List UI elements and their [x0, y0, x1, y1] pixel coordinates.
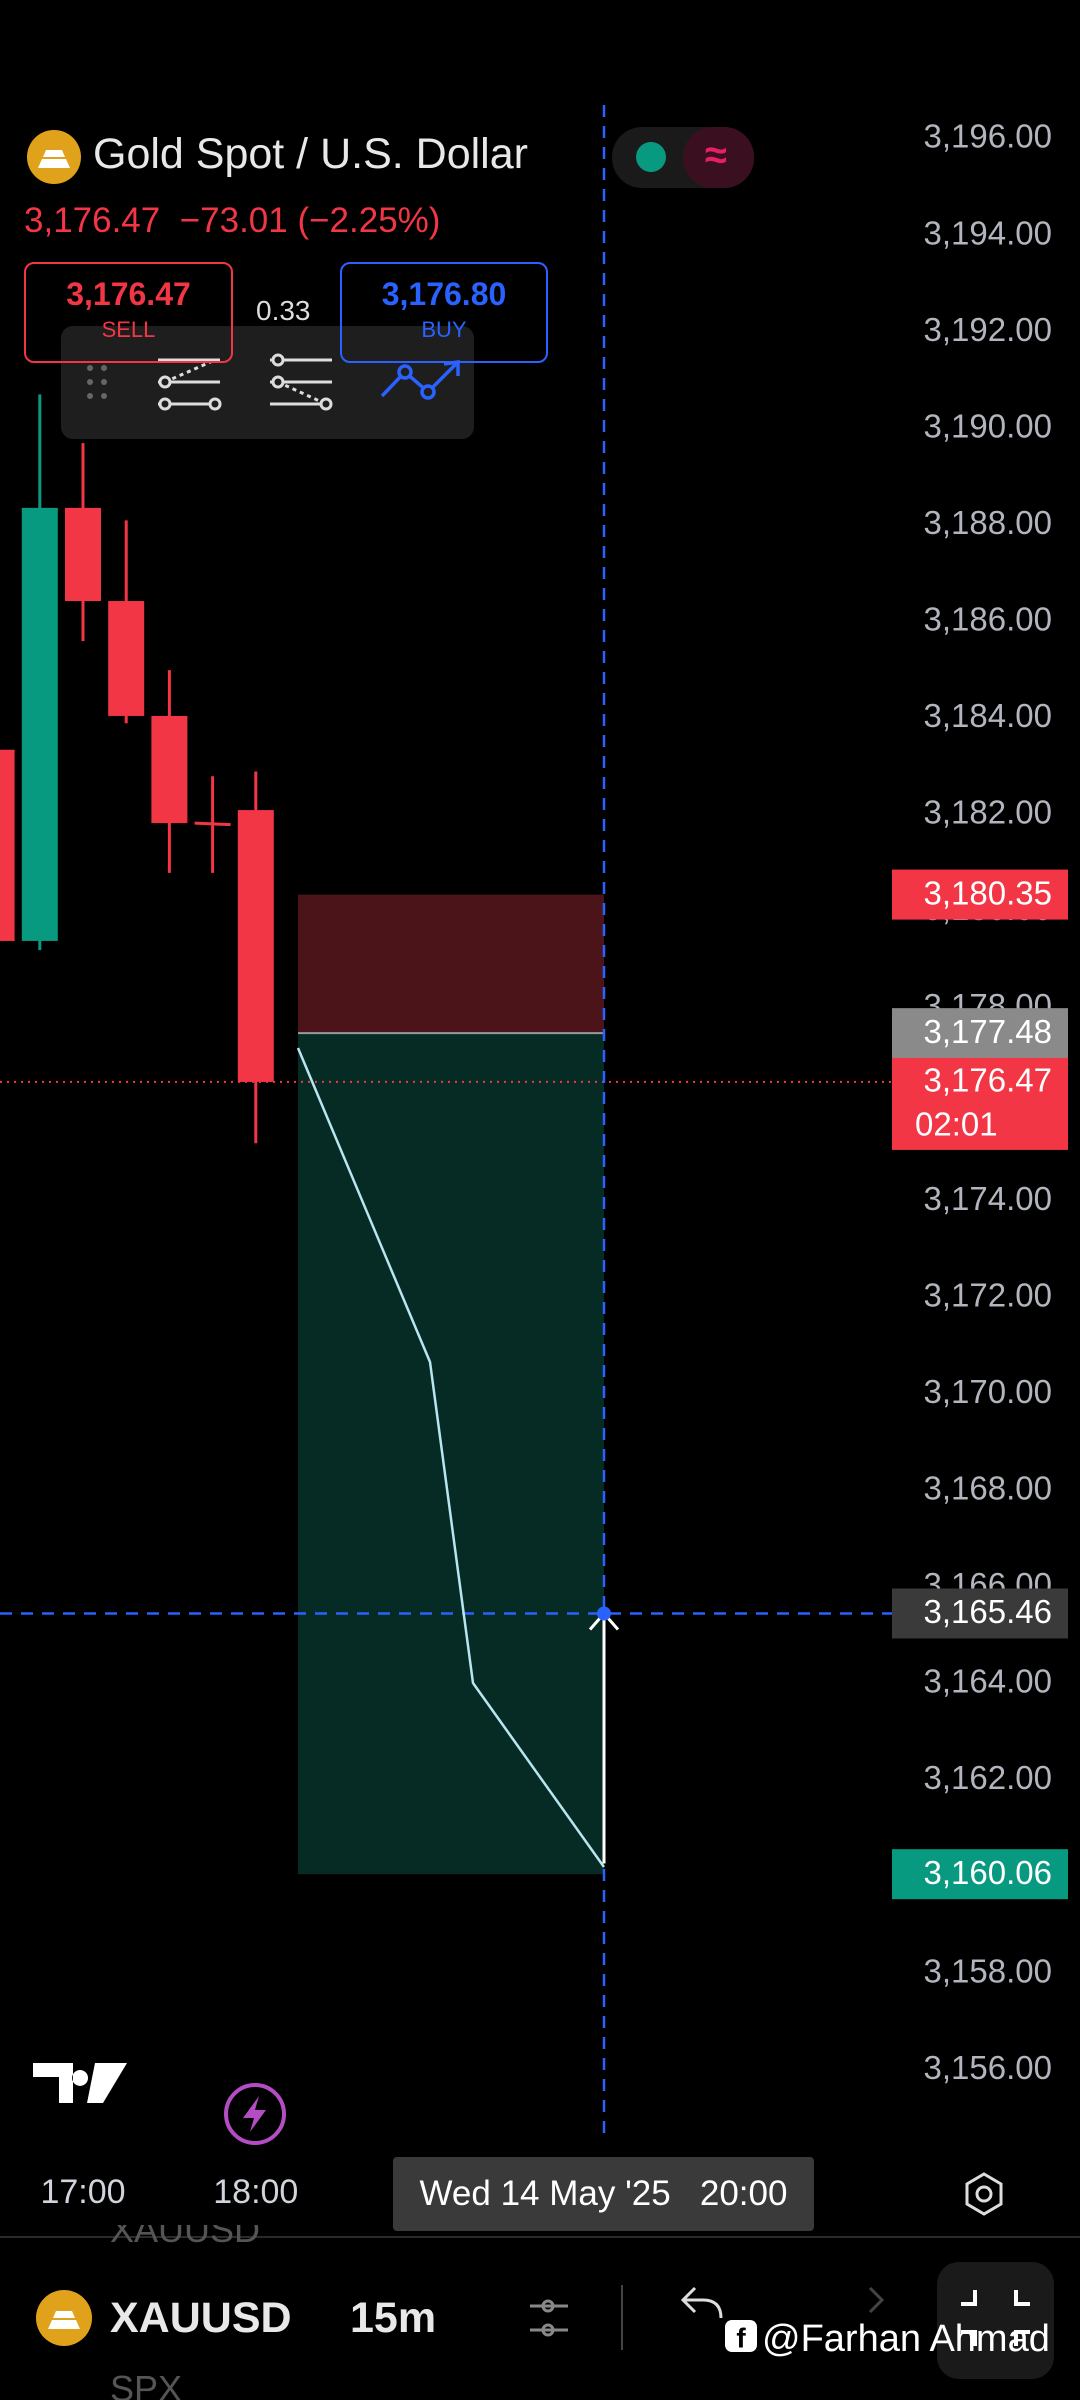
stop-zone — [298, 894, 604, 1034]
status-icon: ≈ — [705, 134, 727, 178]
status-pill-right — [683, 127, 754, 188]
settings-icon — [975, 2185, 993, 2203]
spread: 0.33 — [256, 295, 311, 326]
prev-symbol: XAUUSD — [110, 2225, 261, 2249]
facebook-letter: f — [736, 2322, 746, 2353]
market-open-dot — [636, 142, 666, 172]
crosshair-time: Wed 14 May '25 20:00 — [393, 2157, 814, 2231]
y-tick-label: 3,194.00 — [924, 214, 1052, 251]
candle-body — [21, 507, 58, 941]
y-tick-label: 3,182.00 — [924, 794, 1052, 831]
undo-button[interactable] — [680, 2286, 723, 2319]
candle-body — [151, 715, 188, 824]
y-tick-label: 3,188.00 — [924, 504, 1052, 541]
candle-body — [0, 749, 15, 941]
bottom-symbol-icon-bars — [48, 2311, 80, 2329]
y-tick-label: 3,158.00 — [924, 1952, 1052, 1989]
tv-logo — [33, 2063, 127, 2103]
price-tag-countdown: 02:01 — [915, 1106, 998, 1143]
watermark: @Farhan Ahmad — [762, 2318, 1050, 2360]
crosshair-point — [597, 1606, 611, 1621]
tool-icon[interactable] — [158, 358, 222, 411]
price-tag-label: 3,165.46 — [924, 1593, 1052, 1630]
buy-button[interactable]: 3,176.80 BUY — [340, 262, 548, 363]
candle-body — [237, 810, 274, 1082]
y-tick-label: 3,168.00 — [924, 1470, 1052, 1507]
y-tick-label: 3,186.00 — [924, 601, 1052, 638]
lightning-button[interactable] — [224, 2083, 286, 2145]
sell-label: SELL — [101, 317, 156, 342]
y-tick-label: 3,192.00 — [924, 311, 1052, 348]
y-tick-label: 3,172.00 — [924, 1276, 1052, 1313]
candle-body — [108, 601, 145, 716]
x-tick-label: 18:00 — [213, 2173, 298, 2211]
y-tick-label: 3,170.00 — [924, 1373, 1052, 1410]
buy-price: 3,176.80 — [381, 276, 507, 312]
price-change: −73.01 (−2.25%) — [179, 201, 441, 240]
tool-icon[interactable] — [270, 353, 333, 411]
y-tick-label: 3,174.00 — [924, 1180, 1052, 1217]
y-tick-label: 3,164.00 — [924, 1663, 1052, 1700]
y-tick-label: 3,156.00 — [924, 2049, 1052, 2086]
sell-price: 3,176.47 — [66, 276, 191, 312]
price-tag — [892, 1849, 1068, 1900]
price-tag-label: 3,176.47 — [924, 1062, 1052, 1099]
x-tick-label: 17:00 — [40, 2173, 125, 2211]
crosshair-date: Wed 14 May '25 — [419, 2174, 671, 2213]
price-tag-label: 3,180.35 — [924, 874, 1052, 911]
lightning-icon — [243, 2096, 266, 2132]
redo-button[interactable] — [868, 2286, 885, 2314]
drawing-toolbar — [61, 326, 474, 439]
price-tag — [892, 1588, 1068, 1639]
fullscreen-button[interactable] — [937, 2262, 1054, 2379]
bottom-symbol[interactable]: XAUUSD — [110, 2294, 292, 2342]
fullscreen-icon — [961, 2290, 1030, 2346]
y-tick-label: 3,162.00 — [924, 1759, 1052, 1796]
chart-layer: 3,196.00 3,194.00 3,192.00 3,190.00 3,188.00… — [0, 118, 1052, 2211]
projection-line — [296, 1047, 606, 1868]
symbol-icon-bars — [38, 150, 70, 168]
y-tick-label: 3,190.00 — [924, 407, 1052, 444]
buy-label: BUY — [421, 317, 467, 342]
price-tag — [892, 1057, 1068, 1150]
interval[interactable]: 15m — [350, 2294, 437, 2342]
price-tag-label: 3,177.48 — [924, 1013, 1052, 1050]
target-zone — [298, 1033, 604, 1875]
last-price: 3,176.47 — [24, 201, 161, 240]
sell-button[interactable]: 3,176.47 SELL — [24, 262, 233, 363]
indicators-button[interactable] — [530, 2299, 568, 2337]
settings-button[interactable] — [965, 2172, 1003, 2216]
price-tag — [892, 1008, 1068, 1059]
drag-handle — [87, 365, 107, 399]
price-line: 3,176.47 −73.01 (−2.25%) — [24, 201, 440, 241]
next-symbol: SPX — [110, 2368, 183, 2400]
price-tag-label: 3,160.06 — [924, 1854, 1052, 1891]
crosshair-hour: 20:00 — [699, 2174, 788, 2213]
symbol-title: Gold Spot / U.S. Dollar — [93, 130, 528, 178]
y-tick-label: 3,196.00 — [924, 118, 1052, 155]
facebook-icon — [725, 2320, 757, 2352]
candle-body — [65, 507, 101, 602]
price-tag — [892, 869, 1068, 920]
y-tick-label: 3,184.00 — [924, 697, 1052, 734]
candle-body — [194, 821, 231, 827]
tag-layer: 3,180.35 3,177.48 3,176.47 02:01 3,165.46 3,1… — [588, 869, 1068, 1900]
